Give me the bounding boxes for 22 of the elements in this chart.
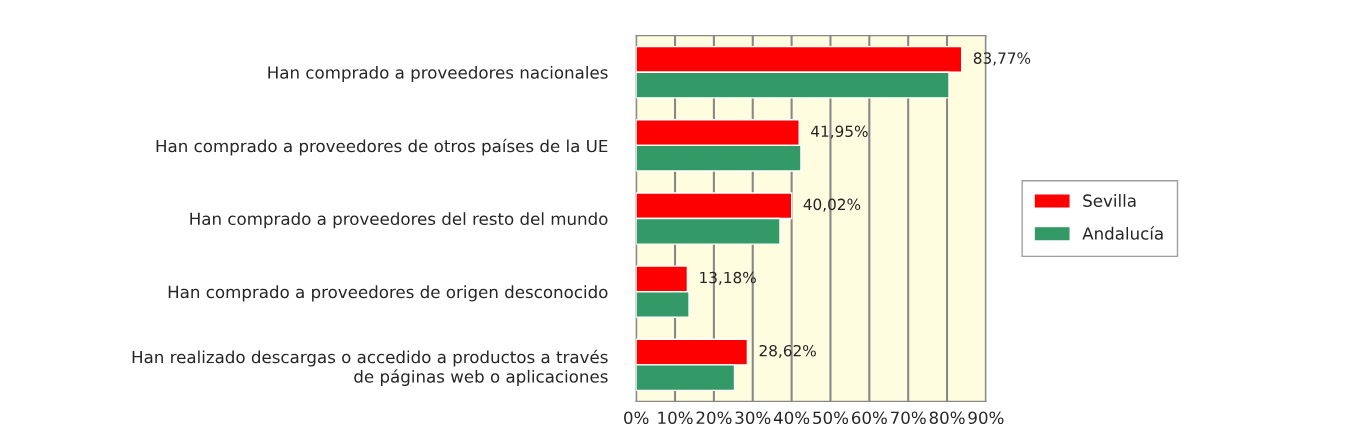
y-tick-label: Han realizado descargas o accedido a productos a través de páginas web o aplicaciones xyxy=(132,349,608,387)
x-tick-label: 80% xyxy=(929,411,965,425)
data-label: 83,77% xyxy=(973,52,1031,66)
x-tick-label: 60% xyxy=(851,411,887,425)
x-tick-label: 0% xyxy=(624,411,649,425)
x-tick-label: 50% xyxy=(813,411,849,425)
x-tick-label: 70% xyxy=(891,411,926,425)
data-label: 28,62% xyxy=(759,344,816,359)
x-tick-label: 20% xyxy=(696,411,732,425)
y-tick-label: Han comprado a proveedores del resto del mundo xyxy=(190,212,608,229)
legend-label: Andalucía xyxy=(1082,226,1163,240)
data-label: 13,18% xyxy=(700,271,756,285)
y-tick-label: Han comprado a proveedores de origen desconocido xyxy=(168,285,608,302)
y-tick-label: Han comprado a proveedores nacionales xyxy=(268,65,608,83)
data-label: 41,95% xyxy=(811,125,868,139)
data-label: 40,02% xyxy=(803,198,861,212)
x-tick-label: 30% xyxy=(735,411,771,425)
x-tick-label: 90% xyxy=(968,411,1004,425)
legend-label: Sevilla xyxy=(1083,194,1136,207)
y-tick-label: Han comprado a proveedores de otros países de la UE xyxy=(156,138,608,156)
x-tick-label: 10% xyxy=(658,411,693,425)
x-tick-label: 40% xyxy=(773,411,810,425)
